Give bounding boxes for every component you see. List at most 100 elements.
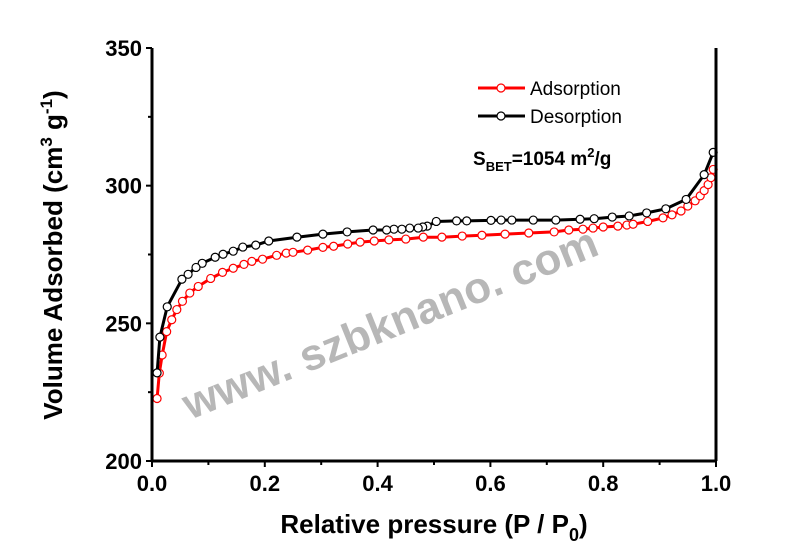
legend-marker-adsorption (496, 83, 506, 93)
y-tick-label: 250 (105, 311, 142, 336)
data-point-desorption (292, 232, 302, 242)
data-point-adsorption (658, 213, 668, 223)
data-point-desorption (210, 252, 220, 262)
data-point-desorption (624, 211, 634, 221)
data-point-desorption (382, 225, 392, 235)
data-point-desorption (507, 215, 517, 225)
legend-label-adsorption: Adsorption (530, 79, 621, 100)
data-point-desorption (228, 246, 238, 256)
data-point-adsorption (384, 235, 394, 245)
legend: Adsorption Desorption (478, 79, 622, 128)
data-point-adsorption (676, 206, 686, 216)
data-point-adsorption (303, 245, 313, 255)
data-point-adsorption (667, 210, 677, 220)
data-point-adsorption (343, 239, 353, 249)
data-point-adsorption (167, 315, 177, 325)
y-tick-label: 300 (105, 174, 142, 199)
data-point-adsorption (613, 221, 623, 231)
data-point-desorption (589, 214, 599, 224)
data-point-desorption (183, 269, 193, 279)
data-point-adsorption (628, 219, 638, 229)
x-tick-label: 1.0 (701, 471, 732, 496)
data-point-adsorption (152, 393, 162, 404)
data-point-desorption (528, 215, 538, 225)
data-point-adsorption (185, 288, 195, 298)
data-point-adsorption (318, 242, 328, 252)
data-point-desorption (551, 215, 561, 225)
data-point-adsorption (588, 223, 598, 233)
data-point-desorption (431, 216, 441, 227)
data-point-desorption (486, 215, 496, 225)
data-point-desorption (681, 194, 691, 205)
data-point-adsorption (355, 237, 365, 247)
data-point-desorption (496, 215, 506, 225)
axes: 200 250 300 350 0.0 0.2 0.4 0.6 0.8 1.0 (105, 36, 731, 496)
legend-marker-desorption (496, 111, 506, 121)
y-tick-label: 200 (105, 449, 142, 474)
data-point-desorption (162, 302, 172, 312)
data-point-desorption (152, 368, 162, 378)
y-tick-label: 350 (105, 36, 142, 61)
data-point-adsorption (418, 232, 428, 242)
data-point-adsorption (172, 304, 182, 315)
data-point-adsorption (288, 247, 298, 257)
data-point-adsorption (578, 224, 588, 234)
data-point-desorption (661, 204, 671, 214)
legend-item-adsorption (478, 83, 525, 93)
data-point-desorption (405, 223, 415, 233)
data-point-adsorption (272, 250, 282, 260)
data-point-desorption (397, 224, 407, 234)
data-point-adsorption (217, 267, 228, 277)
data-point-desorption (264, 236, 274, 246)
data-point-desorption (462, 216, 472, 226)
x-axis-label: Relative pressure (P / P0) (280, 509, 587, 545)
data-point-desorption (699, 170, 709, 180)
data-point-adsorption (193, 281, 203, 292)
bet-annotation: SBET=1054 m2/g (473, 145, 611, 174)
x-tick-label: 0.8 (588, 471, 619, 496)
data-point-desorption (155, 332, 165, 342)
data-point-desorption (368, 225, 378, 235)
data-point-desorption (177, 274, 187, 284)
data-point-desorption (413, 223, 423, 233)
data-point-adsorption (524, 228, 534, 238)
data-point-desorption (251, 240, 261, 250)
data-point-adsorption (643, 216, 653, 227)
data-point-desorption (318, 229, 328, 239)
data-point-adsorption (598, 222, 608, 232)
data-point-adsorption (401, 234, 411, 244)
data-point-desorption (197, 258, 207, 268)
data-point-desorption (191, 262, 201, 273)
data-point-adsorption (228, 263, 238, 273)
data-point-adsorption (549, 227, 559, 237)
x-tick-label: 0.0 (137, 471, 168, 496)
data-point-adsorption (369, 236, 379, 246)
legend-item-desorption (478, 111, 525, 121)
data-point-desorption (607, 212, 617, 222)
data-point-adsorption (457, 231, 467, 241)
data-point-desorption (451, 216, 462, 226)
x-tick-label: 0.6 (475, 471, 506, 496)
x-tick-label: 0.4 (362, 471, 393, 496)
data-point-adsorption (239, 259, 249, 270)
data-point-adsorption (329, 241, 339, 251)
data-point-adsorption (477, 230, 487, 240)
data-point-desorption (642, 208, 652, 218)
data-point-adsorption (162, 326, 172, 337)
data-point-adsorption (500, 229, 510, 239)
data-point-adsorption (206, 273, 216, 284)
data-point-desorption (342, 227, 352, 237)
y-axis-label: Volume Adsorbed (cm3 g-1) (37, 90, 68, 419)
x-tick-label: 0.2 (250, 471, 281, 496)
data-point-desorption (218, 249, 228, 259)
legend-label-desorption: Desorption (530, 107, 622, 128)
data-point-desorption (389, 224, 399, 234)
data-point-desorption (238, 242, 248, 252)
data-point-adsorption (257, 254, 268, 264)
data-point-adsorption (247, 256, 257, 266)
data-point-desorption (575, 214, 585, 224)
data-point-adsorption (177, 296, 188, 306)
data-point-adsorption (564, 225, 574, 235)
data-point-adsorption (437, 232, 447, 242)
